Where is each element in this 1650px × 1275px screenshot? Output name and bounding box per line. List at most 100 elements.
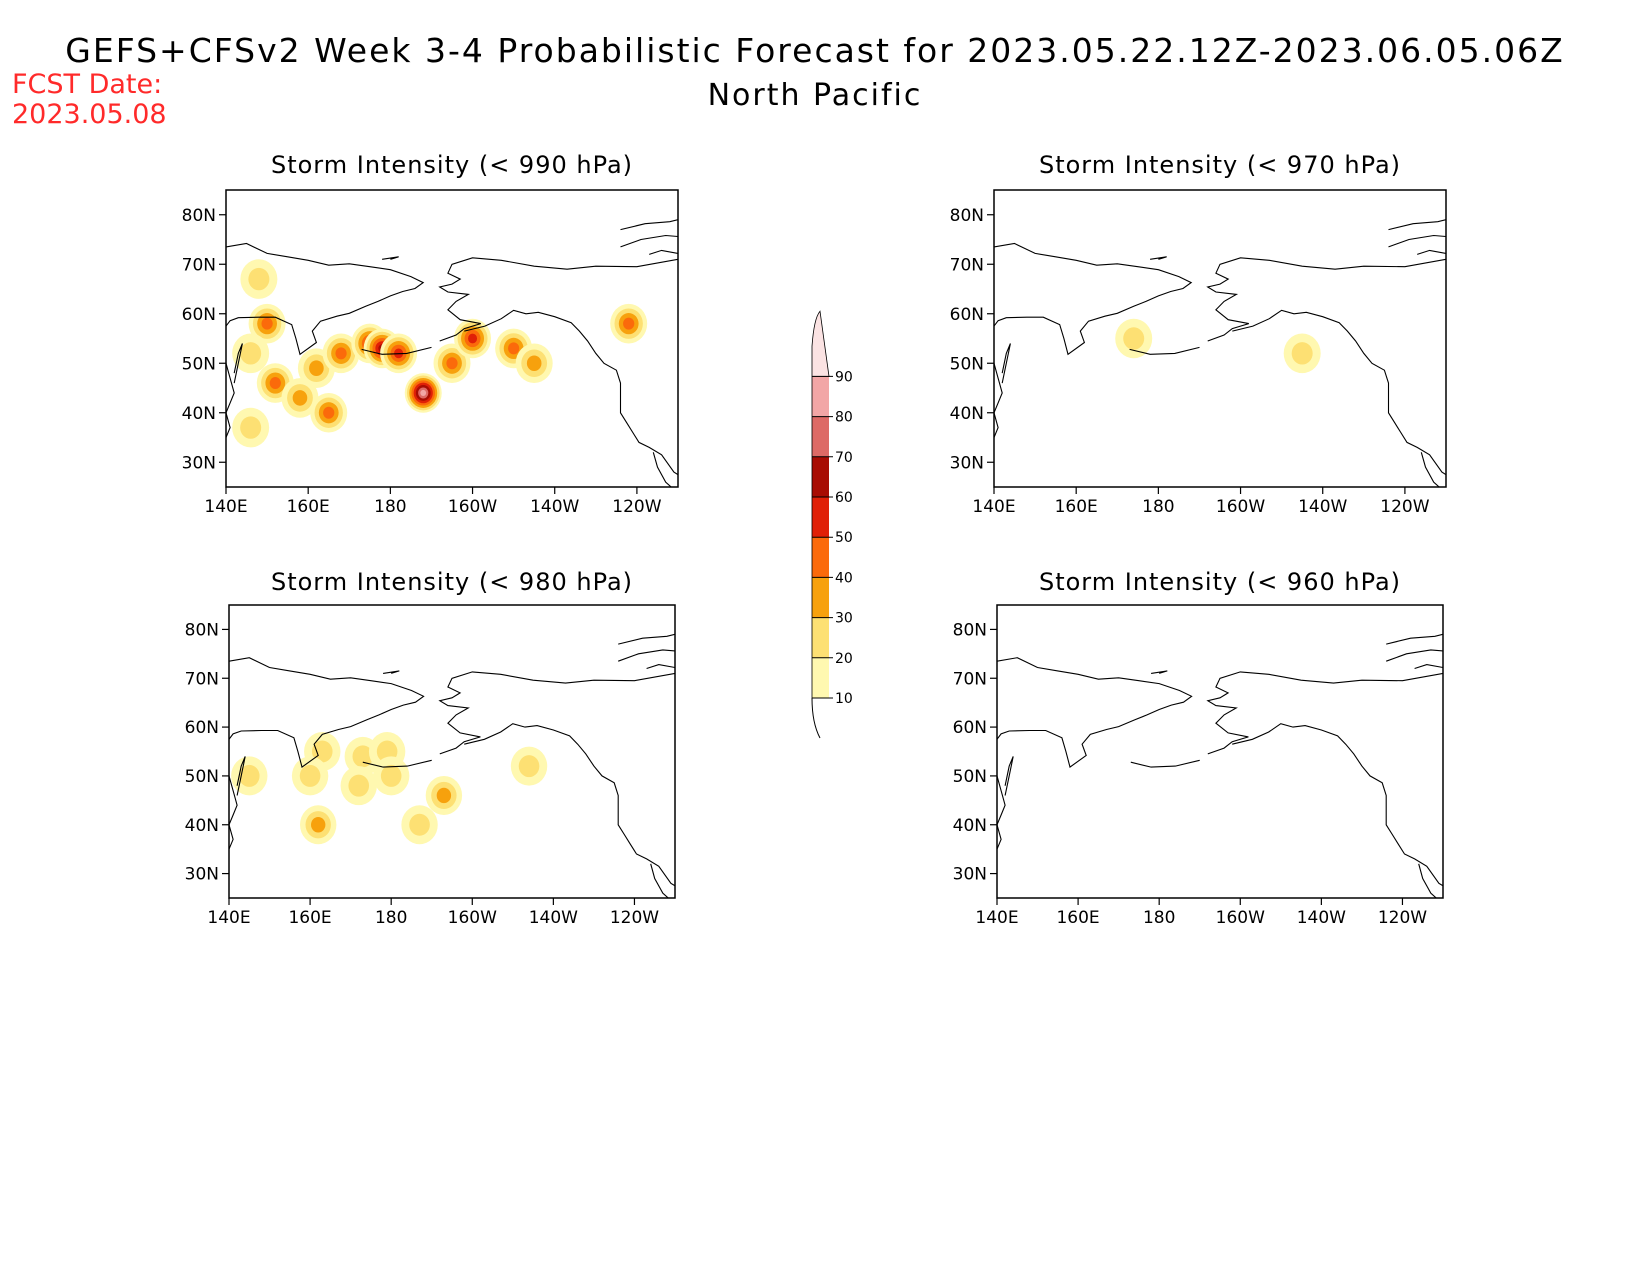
coastline (652, 452, 672, 487)
probability-field (1115, 318, 1321, 374)
coastline (1232, 723, 1443, 887)
probability-field (232, 259, 648, 448)
probability-cell (468, 333, 478, 344)
coastline (464, 723, 675, 887)
coastline (1414, 664, 1443, 670)
panel-title: Storm Intensity (< 980 hPa) (271, 568, 633, 596)
map-panel-p980: Storm Intensity (< 980 hPa) 140E 160E 180 16… (185, 568, 676, 928)
coastline (1206, 257, 1446, 342)
lat-tick-label: 40N (185, 816, 219, 836)
lon-tick-label: 160W (1216, 497, 1265, 517)
coastline (1232, 309, 1446, 476)
map-frame (228, 604, 676, 899)
probability-cell (240, 416, 262, 439)
lon-tick-label: 160W (448, 497, 497, 517)
lat-tick-label: 80N (182, 206, 216, 226)
lat-tick-label: 80N (953, 620, 987, 640)
coastline (1206, 671, 1443, 755)
probability-cell (1291, 342, 1313, 365)
lat-tick-label: 70N (185, 669, 219, 689)
probability-cell (311, 817, 326, 833)
colorbar-label: 20 (835, 651, 853, 667)
lon-tick-label: 160W (448, 908, 497, 928)
probability-cell (240, 342, 262, 365)
probability-cell (1123, 327, 1145, 350)
lon-tick-label: 160W (1216, 908, 1265, 928)
coastline (1418, 863, 1438, 898)
colorbar-swatch (811, 310, 830, 377)
lon-tick-label: 120W (1378, 908, 1427, 928)
colorbar-swatch (812, 376, 829, 417)
coastline (1130, 759, 1200, 768)
colorbar-label: 40 (835, 570, 853, 586)
lat-tick-label: 60N (950, 305, 984, 325)
coastline (438, 257, 678, 342)
probability-field (231, 732, 548, 845)
lon-tick-label: 140E (975, 908, 1018, 928)
probability-cell (269, 377, 281, 390)
colorbar-swatch (812, 497, 829, 538)
lon-tick-label: 140E (204, 497, 247, 517)
coastline (229, 657, 425, 769)
probability-cell (409, 813, 430, 836)
coastline (620, 234, 678, 248)
lat-tick-label: 40N (953, 816, 987, 836)
probability-cell (623, 317, 635, 330)
coastlines (997, 633, 1443, 898)
colorbar-swatch (812, 617, 829, 658)
coastline (1151, 670, 1168, 674)
coastline (646, 664, 675, 670)
coastline (1388, 219, 1446, 231)
lon-tick-label: 140E (972, 497, 1015, 517)
coastline (649, 249, 678, 255)
coastline (618, 649, 675, 662)
coastline (1386, 633, 1443, 645)
colorbar-label: 80 (835, 410, 853, 426)
probability-cell (420, 389, 427, 397)
lon-tick-label: 140W (1297, 908, 1346, 928)
probability-cell (508, 342, 520, 355)
coastline (1004, 756, 1014, 796)
coastlines (229, 633, 675, 898)
lon-tick-label: 140W (529, 908, 578, 928)
lon-tick-label: 180 (374, 497, 406, 517)
coastline (226, 331, 235, 438)
coastlines (226, 219, 678, 487)
coastline (236, 756, 246, 796)
lon-tick-label: 120W (612, 497, 661, 517)
coastline (1150, 256, 1167, 260)
lon-tick-label: 140W (530, 497, 579, 517)
coastline (1420, 452, 1440, 487)
lat-tick-label: 50N (953, 767, 987, 787)
probability-cell (299, 764, 321, 787)
probability-cell (436, 787, 452, 804)
coastline (438, 671, 675, 755)
lat-tick-label: 40N (182, 404, 216, 424)
probability-cell (323, 406, 335, 419)
coastline (226, 242, 425, 356)
panel-title: Storm Intensity (< 970 hPa) (1039, 151, 1401, 179)
lat-tick-label: 50N (185, 767, 219, 787)
colorbar-swatch (812, 577, 829, 618)
colorbar-swatch (812, 416, 829, 457)
lat-tick-label: 40N (950, 404, 984, 424)
map-frame (225, 189, 679, 488)
coastline (233, 343, 243, 384)
coastline (1129, 346, 1200, 355)
lon-tick-label: 160E (1056, 908, 1099, 928)
probability-cell (352, 745, 374, 768)
lon-tick-label: 120W (1380, 497, 1429, 517)
coastline (383, 670, 400, 674)
lat-tick-label: 50N (182, 354, 216, 374)
coastline (362, 759, 432, 768)
lon-tick-label: 140E (207, 908, 250, 928)
lat-tick-label: 30N (185, 865, 219, 885)
colorbar-label: 50 (835, 530, 853, 546)
coastline (994, 242, 1193, 356)
coastline (1386, 649, 1443, 662)
lat-tick-label: 30N (950, 453, 984, 473)
lon-tick-label: 140W (1298, 497, 1347, 517)
map-panel-p960: Storm Intensity (< 960 hPa) 140E 160E 180 16… (953, 568, 1444, 928)
map-frame (993, 189, 1447, 488)
lat-tick-label: 80N (185, 620, 219, 640)
